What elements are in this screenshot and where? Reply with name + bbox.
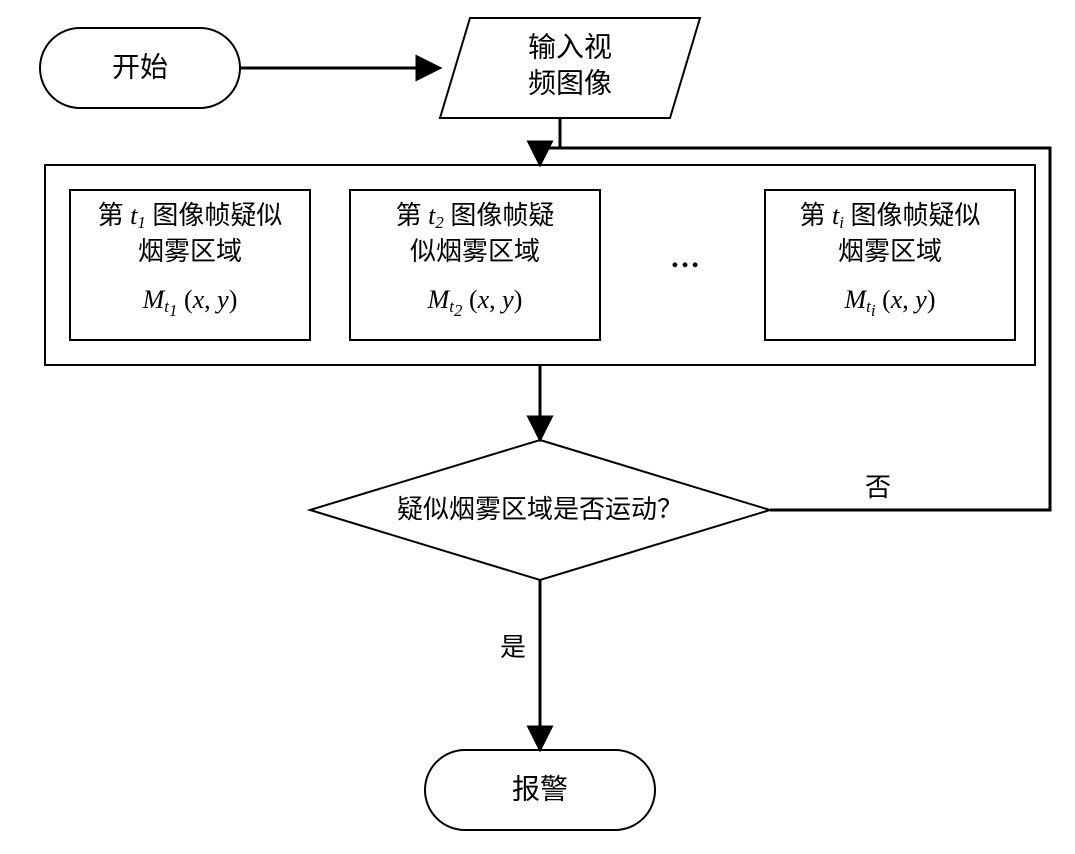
frame-t1-line1: 第 t1 图像帧疑似 — [98, 201, 283, 232]
decision-node: 疑似烟雾区域是否运动？ — [310, 440, 770, 580]
edge-no-label: 否 — [865, 473, 891, 502]
frame-ti-line1: 第 ti 图像帧疑似 — [800, 201, 981, 232]
frame-t2-line1: 第 t2 图像帧疑 — [396, 201, 555, 232]
frame-t2-formula: Mt2 (x, y) — [427, 285, 523, 320]
alarm-label: 报警 — [512, 773, 568, 805]
start-label: 开始 — [112, 51, 168, 83]
input-line1: 输入视 — [528, 31, 612, 63]
frame-t1-line2: 烟雾区域 — [138, 237, 242, 266]
frame-t2-line2: 似烟雾区域 — [410, 237, 540, 266]
frame-t1-node: 第 t1 图像帧疑似 烟雾区域 Mt1 (x, y) — [70, 190, 310, 340]
frame-ti-node: 第 ti 图像帧疑似 烟雾区域 Mti (x, y) — [765, 190, 1015, 340]
ellipsis: … — [670, 241, 700, 274]
edge-input-down — [540, 118, 560, 148]
start-node: 开始 — [40, 28, 240, 108]
edge-yes-label: 是 — [500, 633, 526, 662]
decision-label: 疑似烟雾区域是否运动？ — [397, 495, 683, 524]
input-node: 输入视 频图像 — [440, 18, 700, 118]
input-line2: 频图像 — [528, 67, 612, 99]
frame-ti-formula: Mti (x, y) — [843, 285, 935, 320]
frame-ti-line2: 烟雾区域 — [838, 237, 942, 266]
frame-t1-formula: Mt1 (x, y) — [142, 285, 238, 320]
alarm-node: 报警 — [425, 750, 655, 830]
frame-t2-node: 第 t2 图像帧疑 似烟雾区域 Mt2 (x, y) — [350, 190, 600, 340]
